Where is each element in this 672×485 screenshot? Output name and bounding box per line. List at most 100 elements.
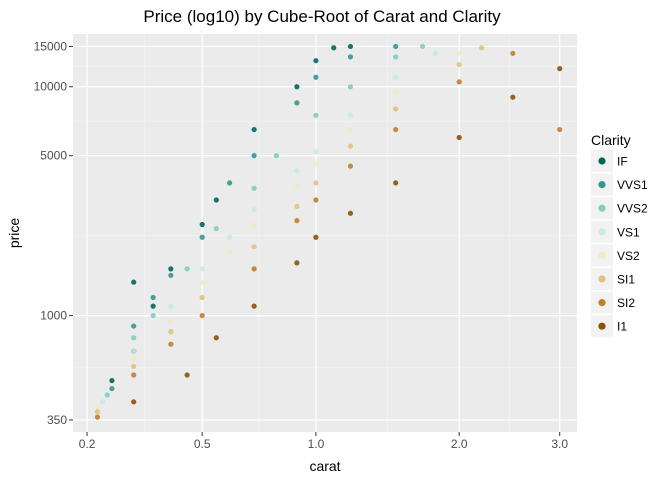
- legend-key-vvs1-marker: [598, 181, 606, 189]
- data-point: [456, 134, 462, 141]
- x-tick-label: 1.0: [308, 437, 325, 451]
- data-point: [168, 318, 174, 324]
- legend-label-vvs2: VVS2: [617, 202, 648, 216]
- data-point: [213, 335, 219, 341]
- legend-key-vvs2-marker: [598, 204, 606, 212]
- data-point: [347, 112, 354, 118]
- legend-label-if: IF: [617, 155, 628, 169]
- data-point: [510, 94, 516, 100]
- legend-label-vvs1: VVS1: [617, 178, 648, 192]
- data-point: [273, 153, 280, 159]
- data-point: [313, 197, 319, 203]
- data-point: [294, 182, 300, 189]
- data-point: [131, 363, 137, 369]
- data-point: [347, 163, 354, 169]
- data-point: [131, 355, 137, 362]
- data-point: [168, 303, 174, 309]
- data-point: [313, 112, 319, 118]
- data-point: [331, 45, 337, 51]
- data-point: [393, 74, 399, 80]
- data-point: [99, 399, 106, 405]
- data-point: [432, 50, 438, 56]
- data-point: [131, 279, 137, 285]
- x-axis-title: carat: [309, 458, 340, 474]
- legend-label-vs1: VS1: [617, 225, 640, 239]
- y-tick-label: 5000: [40, 149, 67, 163]
- data-point: [313, 74, 319, 80]
- grid-lines: [73, 34, 577, 432]
- data-point: [131, 348, 137, 354]
- data-point: [456, 61, 462, 68]
- data-point: [294, 168, 300, 174]
- data-point: [251, 185, 257, 191]
- data-point: [510, 50, 516, 56]
- data-point: [251, 303, 257, 309]
- data-point: [294, 218, 300, 224]
- y-axis-title: price: [6, 218, 22, 249]
- axes: 0.2 0.5 1.0 2.0 3.0 350 1000 5000 10000 15000: [34, 39, 569, 451]
- data-point: [109, 377, 115, 384]
- data-point: [131, 335, 137, 341]
- data-point: [294, 203, 300, 210]
- data-point: [94, 414, 101, 420]
- data-point: [557, 66, 563, 72]
- data-point: [393, 180, 399, 186]
- legend-label-vs2: VS2: [617, 249, 640, 263]
- data-point: [347, 43, 354, 50]
- data-point: [227, 180, 233, 186]
- data-point: [199, 234, 205, 240]
- data-point: [109, 385, 115, 392]
- y-tick-label: 10000: [34, 80, 68, 94]
- data-point: [251, 266, 257, 272]
- data-point: [456, 79, 462, 85]
- data-point: [313, 180, 319, 186]
- legend-key-i1-marker: [598, 322, 606, 330]
- data-point: [168, 341, 174, 347]
- data-point: [251, 221, 257, 228]
- data-point: [251, 153, 257, 159]
- y-tick-label: 350: [47, 413, 67, 427]
- data-point: [393, 106, 399, 112]
- x-tick-label: 2.0: [451, 437, 468, 451]
- legend-key-vs2-marker: [598, 251, 606, 259]
- data-points: [94, 43, 563, 420]
- data-point: [393, 89, 399, 95]
- data-point: [347, 54, 354, 60]
- data-point: [131, 372, 137, 378]
- legend-key-if-marker: [598, 157, 606, 165]
- data-point: [251, 244, 257, 250]
- data-point: [347, 210, 354, 216]
- data-point: [313, 58, 319, 64]
- data-point: [94, 404, 101, 410]
- data-point: [347, 143, 354, 149]
- data-point: [184, 266, 190, 272]
- data-point: [557, 126, 563, 133]
- legend-key-vs1-marker: [598, 228, 606, 236]
- data-point: [313, 149, 319, 155]
- data-point: [131, 399, 137, 405]
- data-point: [199, 221, 205, 228]
- data-point: [227, 234, 233, 240]
- x-tick-label: 0.2: [79, 437, 96, 451]
- legend-label-i1: I1: [617, 320, 627, 334]
- legend-label-si1: SI1: [617, 273, 635, 287]
- data-point: [227, 249, 233, 255]
- data-point: [213, 197, 219, 203]
- data-point: [199, 312, 205, 319]
- data-point: [347, 126, 354, 133]
- y-tick-label: 1000: [40, 309, 67, 323]
- data-point: [104, 392, 110, 398]
- chart-title: Price (log10) by Cube-Root of Carat and …: [143, 7, 501, 26]
- data-point: [213, 225, 219, 232]
- data-point: [168, 266, 174, 272]
- data-point: [456, 50, 462, 56]
- legend-key-si1-marker: [598, 275, 606, 283]
- x-tick-label: 3.0: [551, 437, 568, 451]
- data-point: [393, 43, 399, 50]
- data-point: [393, 126, 399, 133]
- data-point: [479, 45, 485, 51]
- data-point: [313, 234, 319, 240]
- data-point: [199, 294, 205, 301]
- data-point: [419, 43, 426, 50]
